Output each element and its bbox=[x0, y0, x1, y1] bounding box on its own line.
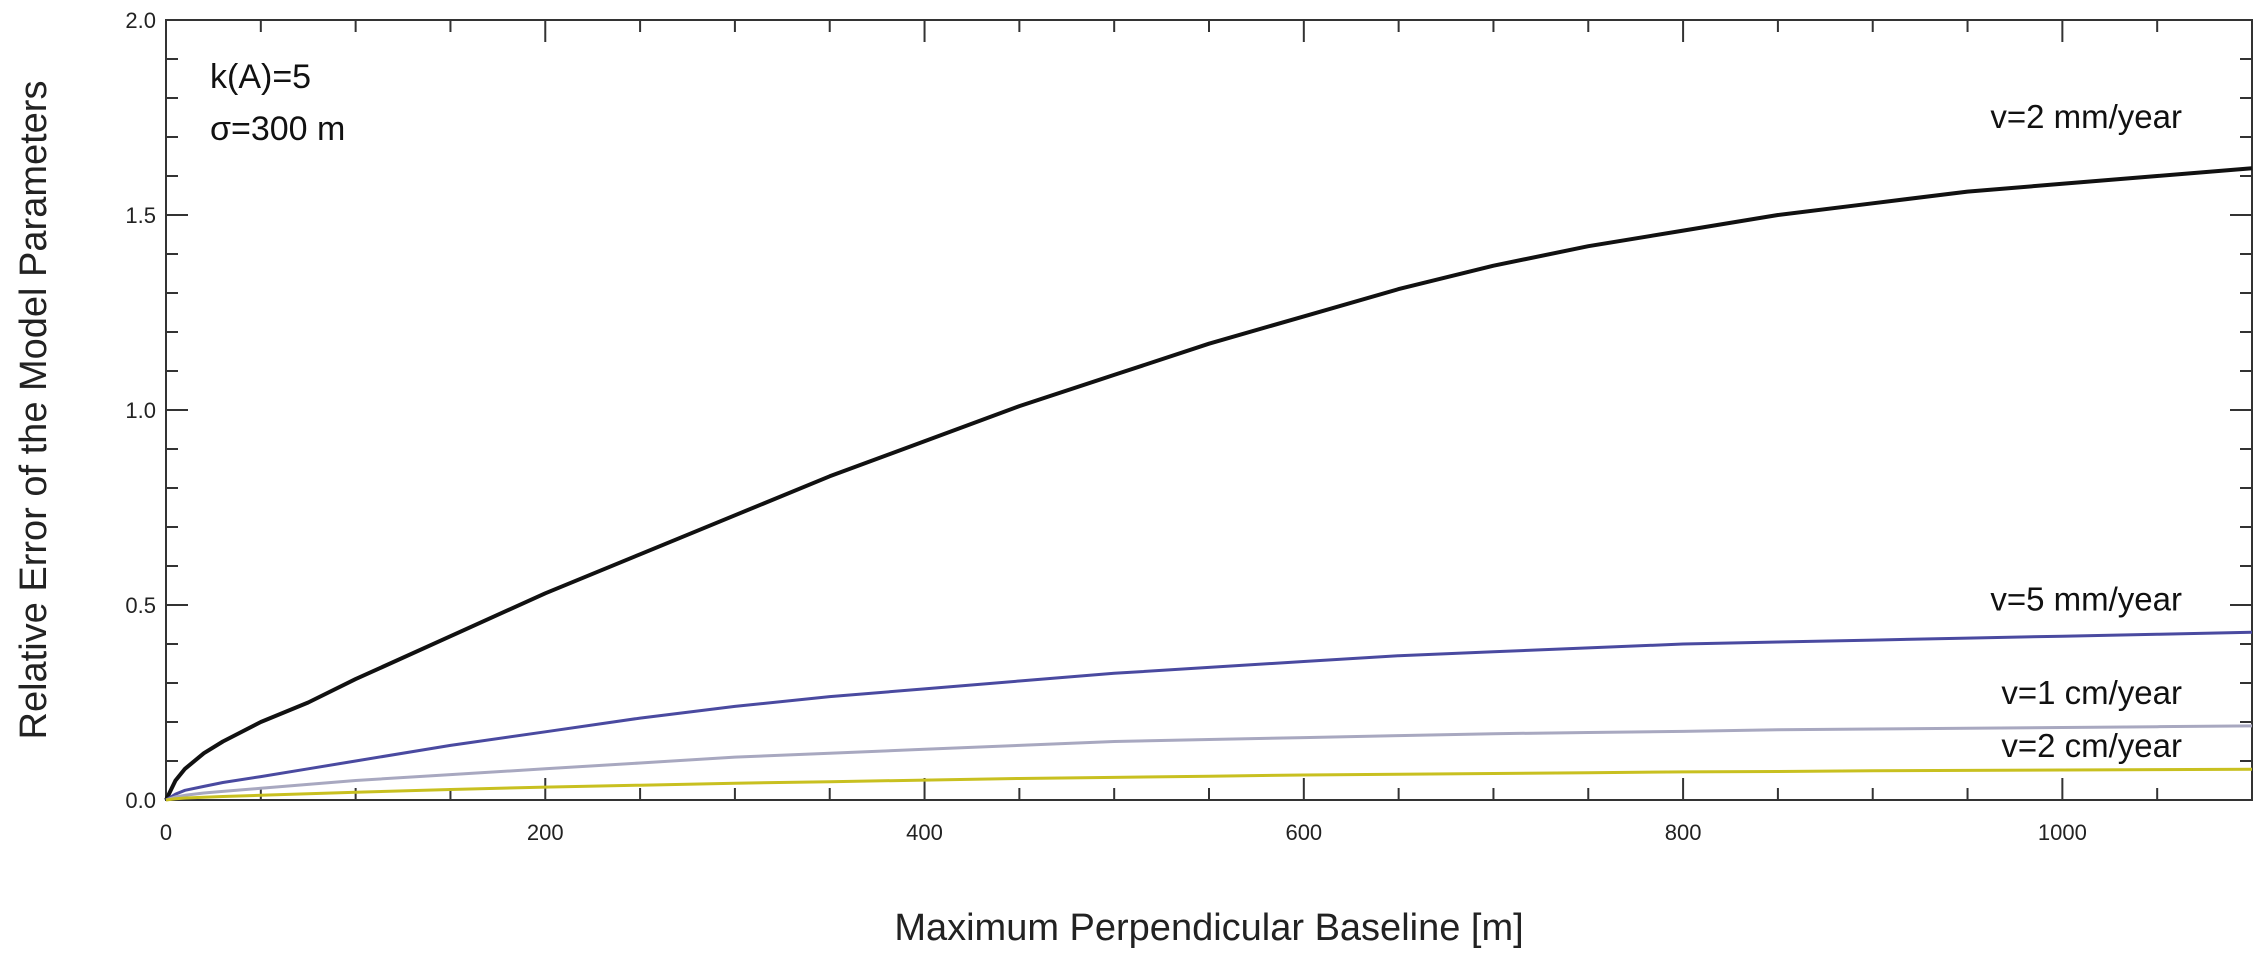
y-tick-label: 0.0 bbox=[125, 788, 156, 813]
y-tick-label: 1.0 bbox=[125, 398, 156, 423]
y-axis-title: Relative Error of the Model Parameters bbox=[13, 81, 55, 740]
x-tick-label: 600 bbox=[1285, 820, 1322, 845]
series-label-0: v=2 mm/year bbox=[1990, 98, 2182, 135]
annotation-sigma: σ=300 m bbox=[210, 110, 345, 148]
series-label-3: v=2 cm/year bbox=[2001, 727, 2182, 764]
series-label-1: v=5 mm/year bbox=[1990, 580, 2182, 617]
series-line-2 bbox=[165, 724, 2253, 802]
x-axis-title: Maximum Perpendicular Baseline [m] bbox=[894, 907, 1523, 949]
x-tick-label: 200 bbox=[527, 820, 564, 845]
x-tick-label: 800 bbox=[1665, 820, 1702, 845]
y-tick-label: 2.0 bbox=[125, 8, 156, 33]
series-label-2: v=1 cm/year bbox=[2001, 674, 2182, 711]
series-lines bbox=[164, 166, 2253, 802]
x-tick-label: 400 bbox=[906, 820, 943, 845]
plot-frame bbox=[165, 19, 2253, 801]
x-tick-label: 1000 bbox=[2038, 820, 2087, 845]
y-tick-label: 1.5 bbox=[125, 203, 156, 228]
series-labels: v=2 mm/year v=5 mm/year v=1 cm/year v=2 cm/… bbox=[1990, 98, 2182, 764]
series-line-0 bbox=[164, 166, 2253, 801]
x-tick-label: 0 bbox=[160, 820, 172, 845]
y-tick-label: 0.5 bbox=[125, 593, 156, 618]
series-line-1 bbox=[165, 630, 2253, 802]
annotation-kA: k(A)=5 bbox=[210, 58, 311, 96]
series-line-3 bbox=[165, 767, 2253, 802]
x-axis-ticks: 0 200 400 600 800 1000 bbox=[160, 20, 2253, 845]
y-axis-ticks: 0.0 0.5 1.0 1.5 2.0 bbox=[125, 8, 2252, 813]
